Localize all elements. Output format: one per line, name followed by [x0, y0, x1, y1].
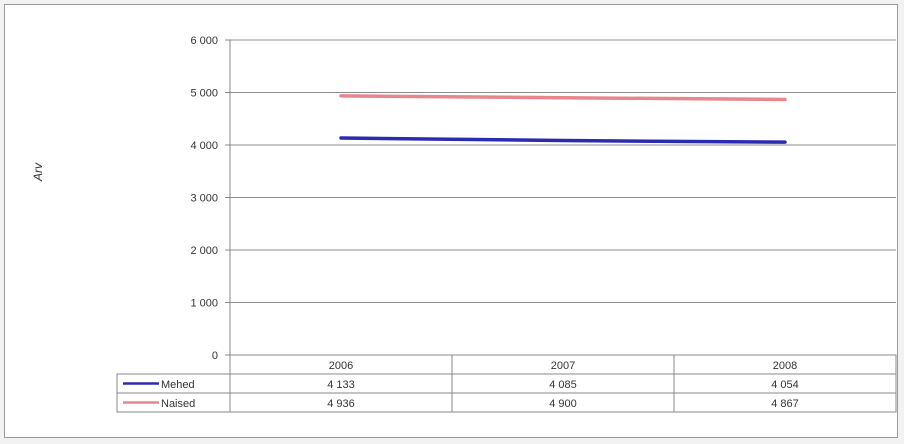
data-label: 4 054 [771, 379, 799, 391]
category-label: 2006 [329, 360, 353, 372]
y-tick-label: 5 000 [190, 88, 218, 100]
legend-entry: Naised [161, 398, 195, 410]
data-table: 2006 2007 2008 Mehed 4 133 4 085 4 054 Naised 4 … [116, 354, 897, 413]
y-tick-label: 0 [212, 350, 218, 362]
data-label: 4 936 [327, 398, 355, 410]
data-label: 4 085 [549, 379, 577, 391]
data-label: 4 133 [327, 379, 355, 391]
data-label: 4 867 [771, 398, 799, 410]
y-tick-label: 4 000 [190, 140, 218, 152]
legend-entry: Mehed [161, 379, 195, 391]
gridlines [230, 39, 896, 303]
y-tick-label: 3 000 [190, 193, 218, 205]
y-tick-label: 1 000 [190, 298, 218, 310]
table-row [116, 392, 897, 413]
chart-frame [4, 4, 898, 438]
y-axis-label: Arv [31, 162, 45, 182]
y-tick-label: 2 000 [190, 245, 218, 257]
series-line-naised [339, 94, 787, 102]
y-tick-labels: 0 1 000 2 000 3 000 4 000 5 000 6 000 [190, 35, 230, 362]
category-label: 2007 [551, 360, 575, 372]
y-tick-label: 6 000 [190, 35, 218, 47]
series-line-mehed [339, 136, 787, 144]
category-label: 2008 [773, 360, 797, 372]
series-lines [339, 94, 787, 144]
data-label: 4 900 [549, 398, 577, 410]
